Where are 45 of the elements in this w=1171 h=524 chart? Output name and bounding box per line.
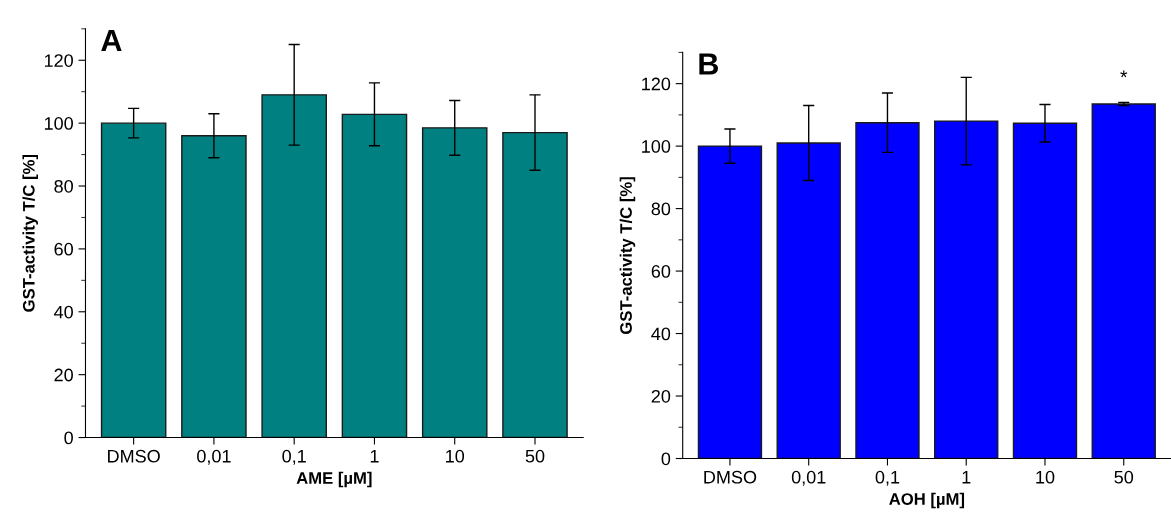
x-tick-label: 1 xyxy=(962,470,971,484)
x-tick-label: DMSO xyxy=(704,470,757,484)
bar xyxy=(100,122,167,438)
bar xyxy=(341,113,408,438)
x-tick-label: DMSO xyxy=(108,449,160,463)
x-tick-label: 10 xyxy=(446,449,465,463)
y-tick-label: 100 xyxy=(642,140,671,153)
bar xyxy=(181,135,247,438)
x-tick-label: 50 xyxy=(525,449,545,463)
y-tick-label: 20 xyxy=(54,368,73,382)
bar xyxy=(776,142,841,459)
y-tick-label: 0 xyxy=(64,431,73,445)
y-tick-label: 120 xyxy=(44,54,73,67)
x-tick-label: 1 xyxy=(370,450,379,463)
y-tick-label: 40 xyxy=(651,327,671,341)
y-tick-label: 0 xyxy=(661,452,671,466)
y-tick-label: 100 xyxy=(44,117,73,130)
bar xyxy=(421,127,488,438)
x-tick-label: 0,01 xyxy=(197,449,231,465)
bar xyxy=(261,94,327,438)
x-axis-title: AME [µM] xyxy=(296,471,372,488)
y-tick-label: 60 xyxy=(54,242,73,256)
y-tick-label: 40 xyxy=(54,305,73,319)
y-axis-title: GST-activity T/C [%] xyxy=(619,177,636,334)
y-tick-label: 80 xyxy=(651,202,671,216)
bar xyxy=(1012,122,1078,459)
x-axis-title: AOH [µM] xyxy=(889,492,965,509)
bar xyxy=(502,131,568,438)
y-tick-label: 80 xyxy=(54,179,73,193)
x-tick-label: 0,1 xyxy=(282,449,306,465)
y-axis-title: GST-activity T/C [%] xyxy=(22,154,38,312)
y-tick-label: 120 xyxy=(642,77,671,91)
y-tick-label: 20 xyxy=(651,389,671,403)
x-tick-label: 50 xyxy=(1114,470,1134,484)
y-tick-label: 60 xyxy=(651,265,671,278)
bar xyxy=(697,145,763,459)
bar xyxy=(855,121,920,459)
annotation: * xyxy=(1120,70,1128,78)
chart-title: B xyxy=(699,53,719,75)
x-tick-label: 0,1 xyxy=(875,470,900,486)
chart-title: A xyxy=(101,29,122,51)
x-tick-label: 10 xyxy=(1036,470,1055,484)
bar xyxy=(1091,103,1156,459)
x-tick-label: 0,01 xyxy=(791,470,826,486)
bar xyxy=(934,120,999,459)
